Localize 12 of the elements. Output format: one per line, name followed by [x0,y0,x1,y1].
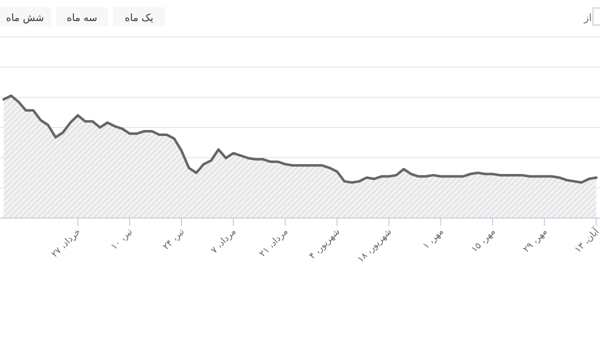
x-tick-label: تیر، ۲۴ [161,226,187,252]
x-tick-label: شهریور، ۴ [308,227,342,262]
x-tick-label: مهر، ۲۹ [522,226,550,255]
x-tick-label: تیر، ۱۰ [110,226,136,252]
x-tick-label: مهر، ۱۵ [470,226,498,255]
x-tick-label: آبان، ۱۳ [572,225,600,256]
x-tick-label: مرداد، ۷ [210,226,239,256]
controls: از یک ماه سه ماه شش ماه [0,7,600,26]
x-tick-label: خرداد، ۲۷ [50,227,83,260]
x-tick-label: مهر، ۱ [421,226,446,252]
x-tick-label: مرداد، ۲۱ [258,226,290,260]
x-tick-label: شهریور، ۱۸ [356,227,394,265]
